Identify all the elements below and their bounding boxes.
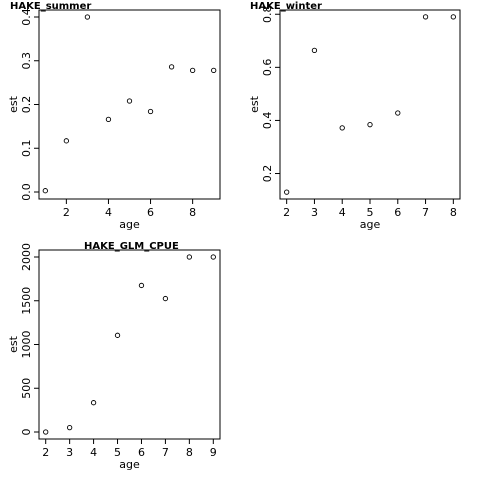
y-axis-label: est [7, 335, 20, 352]
y-tick-label: 2000 [20, 243, 33, 271]
y-tick-label: 1000 [20, 331, 33, 359]
data-point [63, 138, 70, 144]
data-point [43, 429, 49, 435]
x-tick-label: 3 [66, 446, 73, 459]
y-tick-label: 0.4 [261, 112, 274, 130]
data-point [367, 122, 373, 128]
y-tick-label: 0.1 [20, 140, 33, 158]
x-axis-label: age [119, 218, 140, 231]
y-tick-label: 0.3 [20, 52, 33, 70]
data-point [42, 188, 48, 194]
x-tick-label: 2 [63, 206, 70, 219]
y-axis-label: est [7, 95, 20, 112]
data-point [114, 332, 121, 338]
data-point [147, 108, 154, 115]
data-point [162, 295, 169, 302]
data-point [284, 189, 290, 195]
y-tick-label: 0.4 [20, 8, 33, 26]
x-tick-label: 8 [186, 446, 193, 459]
chart-title: HAKE_summer [10, 1, 91, 12]
y-tick-label: 0 [20, 429, 33, 436]
x-tick-label: 7 [162, 446, 169, 459]
panel-hake-glm-cpue: HAKE_GLM_CPUE 2 3 4 5 6 7 8 9 0 500 1000 1500 2000 age… [7, 241, 221, 471]
x-tick-label: 4 [90, 446, 97, 459]
x-tick-label: 6 [147, 206, 154, 219]
data-point [339, 125, 345, 131]
x-tick-label: 7 [422, 206, 429, 219]
data-point [189, 67, 196, 74]
y-tick-label: 0.2 [261, 165, 274, 183]
data-point [126, 98, 133, 104]
x-tick-label: 5 [367, 206, 374, 219]
y-tick-label: 0.6 [261, 59, 274, 77]
panel-hake-summer: HAKE_summer 2 4 6 8 0.0 0.1 0.2 0.3 0.4 age est [7, 1, 221, 231]
chart-title: HAKE_GLM_CPUE [84, 241, 179, 252]
data-point [211, 67, 217, 74]
data-point [84, 14, 91, 20]
data-point [422, 14, 429, 20]
y-tick-label: 1500 [20, 287, 33, 315]
data-point [210, 254, 216, 260]
x-tick-label: 6 [138, 446, 145, 459]
x-tick-label: 4 [105, 206, 112, 219]
data-point [105, 116, 112, 123]
chart-title: HAKE_winter [250, 1, 322, 12]
x-axis-label: age [119, 458, 140, 471]
data-point [138, 282, 145, 289]
x-tick-label: 8 [189, 206, 196, 219]
data-point [311, 47, 318, 53]
data-point [395, 110, 401, 116]
x-tick-label: 3 [311, 206, 318, 219]
x-tick-label: 9 [210, 446, 217, 459]
data-point [66, 424, 73, 431]
x-tick-label: 5 [114, 446, 121, 459]
y-axis-label: est [248, 95, 261, 112]
data-point [90, 400, 97, 406]
y-tick-label: 0.2 [20, 96, 33, 114]
data-point [186, 254, 193, 260]
x-tick-label: 8 [450, 206, 457, 219]
x-axis-label: age [360, 218, 381, 231]
data-point [168, 64, 175, 70]
panel-hake-winter: HAKE_winter 2 3 4 5 6 7 8 0.2 0.4 0.6 0.8 age est [248, 1, 461, 231]
x-tick-label: 4 [339, 206, 346, 219]
y-tick-label: 0.0 [20, 183, 33, 201]
data-point [450, 14, 456, 20]
y-tick-label: 0.8 [261, 5, 274, 23]
y-tick-label: 500 [20, 378, 33, 399]
x-tick-label: 2 [42, 446, 49, 459]
x-tick-label: 6 [394, 206, 401, 219]
x-tick-label: 2 [283, 206, 290, 219]
